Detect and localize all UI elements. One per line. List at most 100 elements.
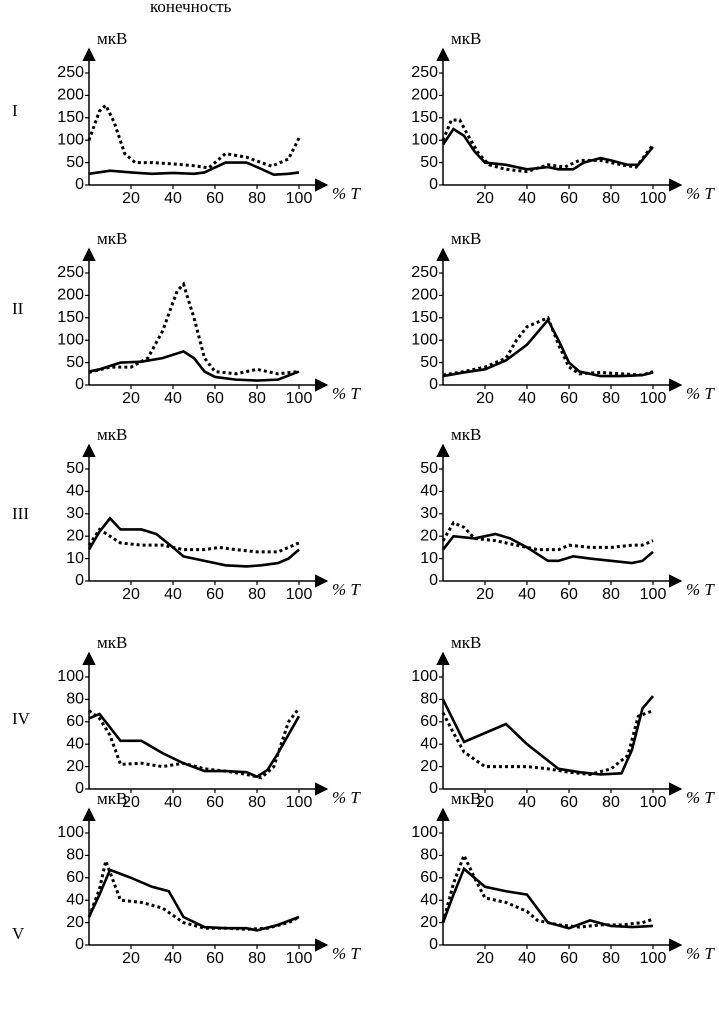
y-tick-label: 50 <box>420 154 438 171</box>
x-tick-label: 100 <box>286 390 313 407</box>
y-tick-label: 100 <box>57 331 84 348</box>
x-tick-label: 20 <box>122 586 140 603</box>
y-tick-label: 50 <box>66 354 84 371</box>
y-tick-label: 40 <box>420 735 438 752</box>
x-axis-label: % T <box>686 580 715 599</box>
x-tick-label: 100 <box>640 950 667 967</box>
x-tick-label: 100 <box>640 390 667 407</box>
y-axis-label: мкВ <box>97 633 127 652</box>
series-line <box>442 317 654 378</box>
row-label: IV <box>12 709 31 728</box>
series-line <box>441 851 654 929</box>
x-tick-label: 40 <box>164 190 182 207</box>
y-tick-label: 80 <box>420 847 438 864</box>
y-tick-label: 0 <box>75 572 84 589</box>
x-tick-label: 40 <box>164 950 182 967</box>
y-tick-label: 40 <box>420 483 438 500</box>
x-tick-label: 80 <box>602 794 620 811</box>
x-tick-label: 60 <box>206 586 224 603</box>
y-tick-label: 0 <box>429 176 438 193</box>
x-tick-label: 60 <box>560 190 578 207</box>
x-tick-label: 60 <box>560 794 578 811</box>
series-line <box>88 707 301 780</box>
x-axis-label: % T <box>332 788 361 807</box>
y-tick-label: 40 <box>66 483 84 500</box>
y-tick-label: 0 <box>429 780 438 797</box>
x-tick-label: 80 <box>248 190 266 207</box>
x-tick-label: 100 <box>286 950 313 967</box>
x-tick-label: 100 <box>640 794 667 811</box>
x-tick-label: 80 <box>248 586 266 603</box>
y-tick-label: 250 <box>57 64 84 81</box>
y-tick-label: 100 <box>57 131 84 148</box>
y-tick-label: 20 <box>420 527 438 544</box>
y-tick-label: 0 <box>75 376 84 393</box>
x-tick-label: 20 <box>476 794 494 811</box>
x-tick-label: 20 <box>476 190 494 207</box>
y-tick-label: 20 <box>66 527 84 544</box>
y-axis-label: мкВ <box>451 29 481 48</box>
series-line <box>88 349 300 382</box>
y-tick-label: 40 <box>66 891 84 908</box>
y-tick-label: 30 <box>66 505 84 522</box>
y-tick-label: 0 <box>429 572 438 589</box>
x-tick-label: 60 <box>206 190 224 207</box>
y-tick-label: 60 <box>420 869 438 886</box>
y-tick-label: 0 <box>75 936 84 953</box>
x-axis-label: % T <box>332 384 361 403</box>
y-axis-label: мкВ <box>451 425 481 444</box>
x-tick-label: 60 <box>560 586 578 603</box>
y-tick-label: 60 <box>66 713 84 730</box>
series-line <box>441 127 655 171</box>
x-tick-label: 20 <box>122 190 140 207</box>
series-line <box>441 520 654 552</box>
x-tick-label: 100 <box>286 190 313 207</box>
x-axis-label: % T <box>686 184 715 203</box>
y-tick-label: 100 <box>57 824 84 841</box>
x-tick-label: 20 <box>122 794 140 811</box>
x-tick-label: 100 <box>640 190 667 207</box>
x-tick-label: 40 <box>518 586 536 603</box>
series-line <box>87 516 300 568</box>
series-line <box>441 866 654 930</box>
series-line <box>87 527 300 554</box>
x-tick-label: 60 <box>206 390 224 407</box>
x-tick-label: 40 <box>518 390 536 407</box>
series-line <box>441 709 654 776</box>
y-tick-label: 200 <box>57 87 84 104</box>
y-tick-label: 200 <box>411 287 438 304</box>
x-tick-label: 40 <box>518 794 536 811</box>
x-tick-label: 80 <box>248 794 266 811</box>
y-tick-label: 250 <box>411 64 438 81</box>
y-axis-label: мкВ <box>97 29 127 48</box>
y-axis-label: мкВ <box>97 425 127 444</box>
x-tick-label: 100 <box>286 586 313 603</box>
x-tick-label: 20 <box>122 950 140 967</box>
x-tick-label: 80 <box>248 950 266 967</box>
y-tick-label: 10 <box>420 550 438 567</box>
x-axis-label: % T <box>332 580 361 599</box>
x-tick-label: 100 <box>640 586 667 603</box>
y-tick-label: 100 <box>411 668 438 685</box>
series-line <box>87 855 300 931</box>
x-tick-label: 40 <box>164 390 182 407</box>
series-line <box>88 161 300 177</box>
y-tick-label: 100 <box>411 131 438 148</box>
series-line <box>88 281 300 376</box>
series-line <box>88 712 301 779</box>
y-tick-label: 20 <box>66 914 84 931</box>
x-tick-label: 20 <box>476 586 494 603</box>
y-tick-label: 0 <box>429 376 438 393</box>
x-tick-label: 40 <box>164 586 182 603</box>
y-tick-label: 100 <box>411 824 438 841</box>
x-tick-label: 60 <box>560 390 578 407</box>
y-tick-label: 250 <box>411 264 438 281</box>
x-tick-label: 40 <box>164 794 182 811</box>
x-axis-label: % T <box>332 184 361 203</box>
y-tick-label: 50 <box>66 460 84 477</box>
x-axis-label: % T <box>686 944 715 963</box>
series-line <box>442 315 654 377</box>
row-label: III <box>12 504 29 523</box>
y-tick-label: 100 <box>411 331 438 348</box>
y-tick-label: 150 <box>411 109 438 126</box>
